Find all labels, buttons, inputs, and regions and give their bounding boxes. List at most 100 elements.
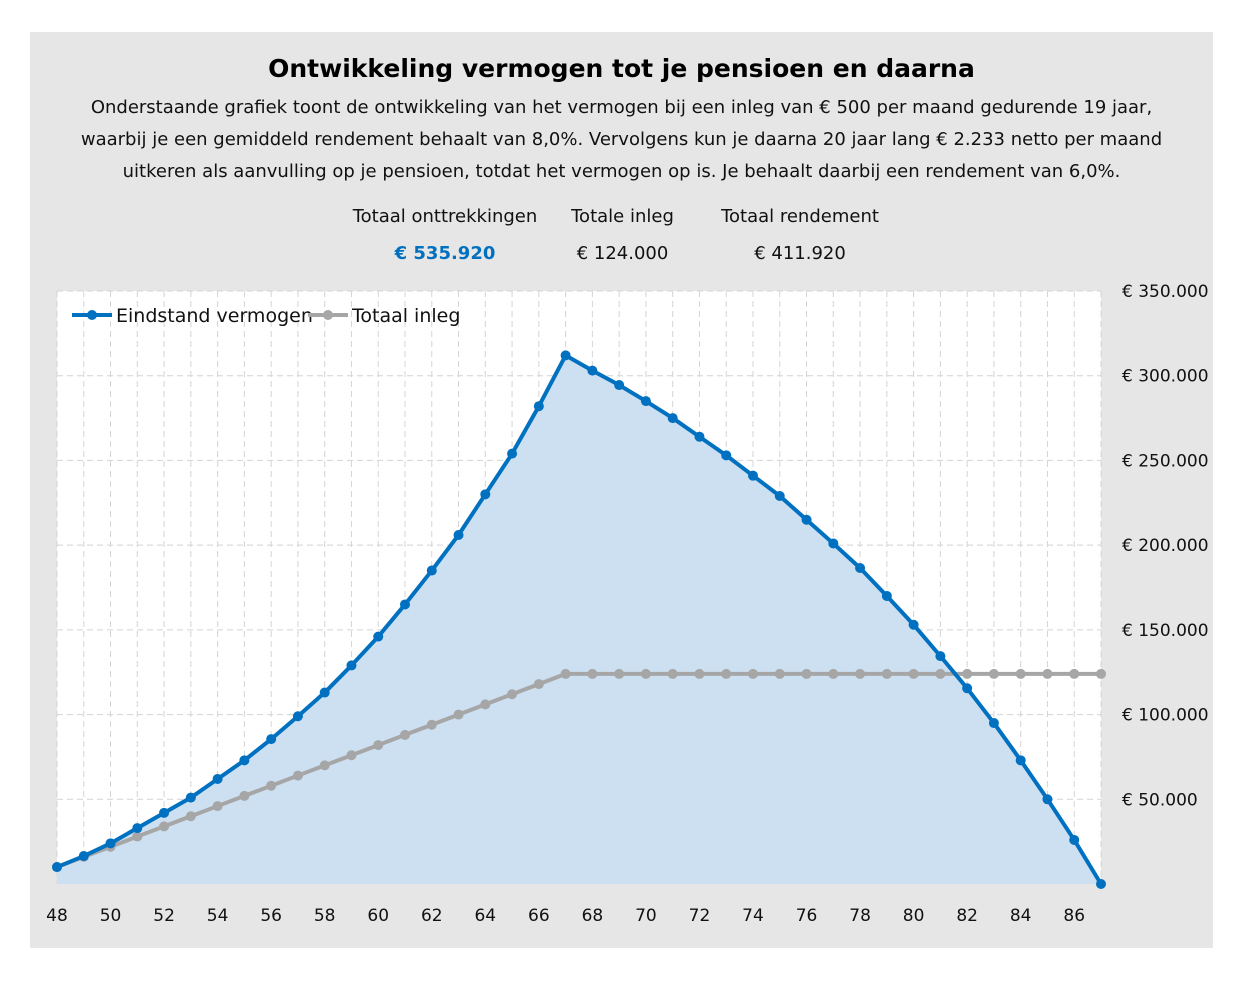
data-point	[319, 687, 330, 698]
x-tick-label: 60	[367, 906, 389, 926]
y-tick-label: € 200.000	[1122, 536, 1209, 556]
data-point	[828, 668, 839, 679]
stat-label: Totaal rendement	[721, 206, 879, 227]
series-area-0	[57, 355, 1101, 885]
data-point	[721, 668, 732, 679]
data-point	[855, 668, 866, 679]
data-point	[560, 350, 571, 361]
data-point	[159, 821, 170, 832]
data-point	[667, 413, 678, 424]
data-point	[266, 734, 277, 745]
data-point	[185, 811, 196, 822]
data-point	[560, 668, 571, 679]
data-point	[855, 563, 866, 574]
data-point	[400, 729, 410, 740]
stat-label: Totale inleg	[571, 206, 674, 227]
data-point	[400, 599, 410, 610]
data-point	[426, 565, 437, 576]
data-point	[239, 755, 250, 766]
data-point	[614, 668, 625, 679]
data-point	[52, 862, 62, 873]
chart-description: Onderstaande grafiek toont de ontwikkeli…	[80, 97, 1163, 182]
data-point	[801, 668, 812, 679]
series-line-0	[56, 353, 1103, 886]
data-point	[694, 431, 705, 442]
data-point	[292, 711, 303, 722]
data-point	[640, 668, 651, 679]
x-tick-label: 78	[849, 906, 871, 926]
y-tick-label: € 100.000	[1122, 706, 1209, 726]
stat-total-deposits: Totale inleg € 124.000	[555, 206, 690, 264]
x-tick-label: 76	[796, 906, 818, 926]
legend-marker-0	[87, 310, 97, 320]
data-point	[1042, 668, 1053, 679]
data-point	[935, 668, 946, 679]
x-tick-label: 48	[46, 906, 68, 926]
data-point	[988, 668, 999, 679]
data-point	[346, 660, 357, 671]
data-point	[132, 823, 143, 834]
data-point	[373, 631, 384, 642]
data-point	[212, 801, 223, 812]
data-point	[159, 807, 170, 818]
y-tick-label: € 50.000	[1122, 790, 1198, 810]
data-point	[266, 780, 277, 791]
x-tick-label: 80	[903, 906, 925, 926]
data-point	[774, 491, 785, 502]
x-tick-label: 64	[474, 906, 496, 926]
x-tick-label: 54	[207, 906, 229, 926]
data-point	[988, 718, 999, 729]
data-point	[801, 514, 812, 525]
x-tick-label: 84	[1010, 906, 1032, 926]
legend-label: Eindstand vermogen	[116, 305, 313, 327]
data-point	[1069, 834, 1080, 845]
data-point	[881, 590, 892, 601]
data-point	[426, 719, 437, 730]
stat-value: € 535.920	[394, 243, 496, 264]
data-point	[480, 699, 491, 710]
x-tick-label: 70	[635, 906, 657, 926]
data-point	[373, 740, 384, 751]
data-point	[908, 668, 919, 679]
data-point	[1015, 755, 1026, 766]
stat-value: € 124.000	[576, 243, 669, 264]
y-tick-label: € 300.000	[1122, 367, 1209, 387]
y-tick-label: € 150.000	[1122, 621, 1209, 641]
data-point	[881, 668, 892, 679]
data-point	[1096, 668, 1106, 679]
data-point	[507, 689, 518, 700]
x-tick-label: 86	[1063, 906, 1085, 926]
y-tick-label: € 350.000	[1122, 282, 1209, 302]
x-tick-label: 56	[260, 906, 282, 926]
data-point	[1015, 668, 1026, 679]
x-tick-label: 82	[956, 906, 978, 926]
data-point	[132, 831, 143, 842]
y-tick-label: € 250.000	[1122, 451, 1209, 471]
data-point	[640, 396, 651, 407]
data-point	[828, 538, 839, 549]
data-point	[78, 851, 89, 862]
data-point	[721, 450, 732, 461]
data-point	[239, 790, 250, 801]
chart-title: Ontwikkeling vermogen tot je pensioen en…	[268, 54, 975, 83]
data-point	[614, 380, 625, 391]
data-point	[346, 750, 357, 761]
stat-value: € 411.920	[754, 243, 846, 264]
data-point	[748, 470, 758, 481]
data-point	[748, 668, 758, 679]
data-point	[694, 668, 705, 679]
x-tick-label: 62	[421, 906, 443, 926]
x-tick-label: 72	[689, 906, 711, 926]
stat-total-return: Totaal rendement € 411.920	[710, 206, 890, 264]
data-point	[105, 838, 116, 849]
stat-total-withdrawals: Totaal onttrekkingen € 535.920	[350, 206, 540, 264]
data-point	[212, 773, 223, 784]
data-point	[480, 489, 491, 500]
data-point	[507, 448, 518, 459]
data-point	[774, 668, 785, 679]
x-tick-label: 58	[314, 906, 336, 926]
data-point	[962, 668, 973, 679]
data-point	[185, 792, 196, 803]
data-point	[908, 619, 919, 630]
